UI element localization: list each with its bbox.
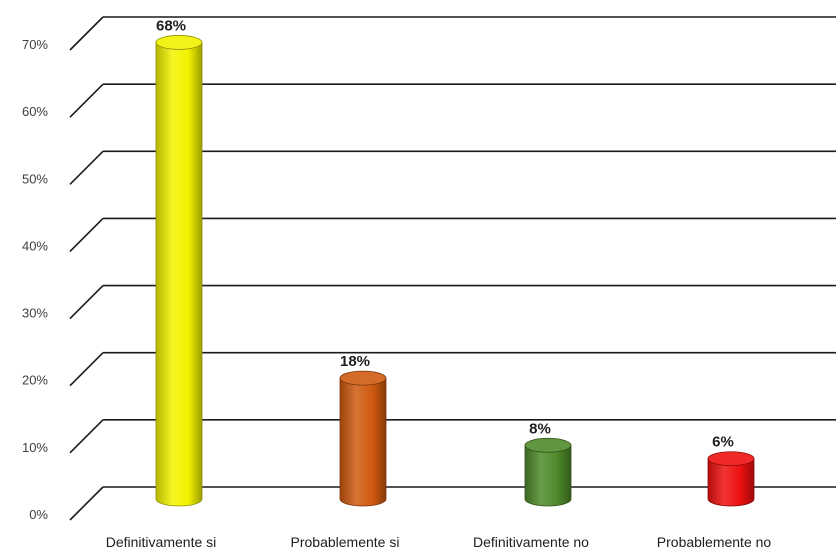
bar-body	[339, 377, 387, 507]
bar-body	[155, 42, 203, 507]
category-label: Probablemente no	[657, 534, 772, 550]
gridline-depth	[69, 83, 104, 118]
bar-body	[524, 444, 572, 507]
data-label: 18%	[340, 353, 370, 370]
gridline-depth	[69, 352, 104, 387]
data-label: 6%	[712, 434, 734, 451]
y-tick-label: 50%	[22, 171, 48, 186]
y-tick-label: 40%	[22, 238, 48, 253]
category-label: Probablemente si	[291, 534, 400, 550]
y-tick-label: 10%	[22, 440, 48, 455]
gridline-depth	[69, 16, 104, 51]
gridlines	[69, 16, 836, 521]
bar-body	[707, 458, 755, 507]
data-label: 68%	[156, 17, 186, 34]
y-tick-label: 60%	[22, 104, 48, 119]
bar	[155, 35, 203, 507]
gridline-depth	[69, 150, 104, 185]
x-axis-category-labels: Definitivamente si Probablemente si Defini…	[106, 534, 772, 550]
gridline-depth	[69, 217, 104, 252]
y-axis-tick-labels: 0% 10% 20% 30% 40% 50% 60% 70%	[22, 37, 48, 522]
y-tick-label: 0%	[29, 507, 48, 522]
category-label: Definitivamente no	[473, 534, 589, 550]
bar-top	[707, 451, 755, 467]
y-tick-label: 30%	[22, 306, 48, 321]
bar-top	[155, 35, 203, 50]
bar	[524, 437, 572, 507]
gridline-depth	[69, 285, 104, 320]
bars	[155, 35, 755, 507]
y-tick-label: 70%	[22, 37, 48, 52]
data-labels: 68% 18% 8% 6%	[156, 17, 734, 450]
category-label: Definitivamente si	[106, 534, 217, 550]
bar-top	[339, 370, 387, 386]
gridline-depth	[69, 486, 104, 521]
y-tick-label: 20%	[22, 373, 48, 388]
bar	[339, 370, 387, 507]
data-label: 8%	[529, 420, 551, 437]
bar-top	[524, 437, 572, 453]
gridline-depth	[69, 419, 104, 454]
bar	[707, 451, 755, 507]
